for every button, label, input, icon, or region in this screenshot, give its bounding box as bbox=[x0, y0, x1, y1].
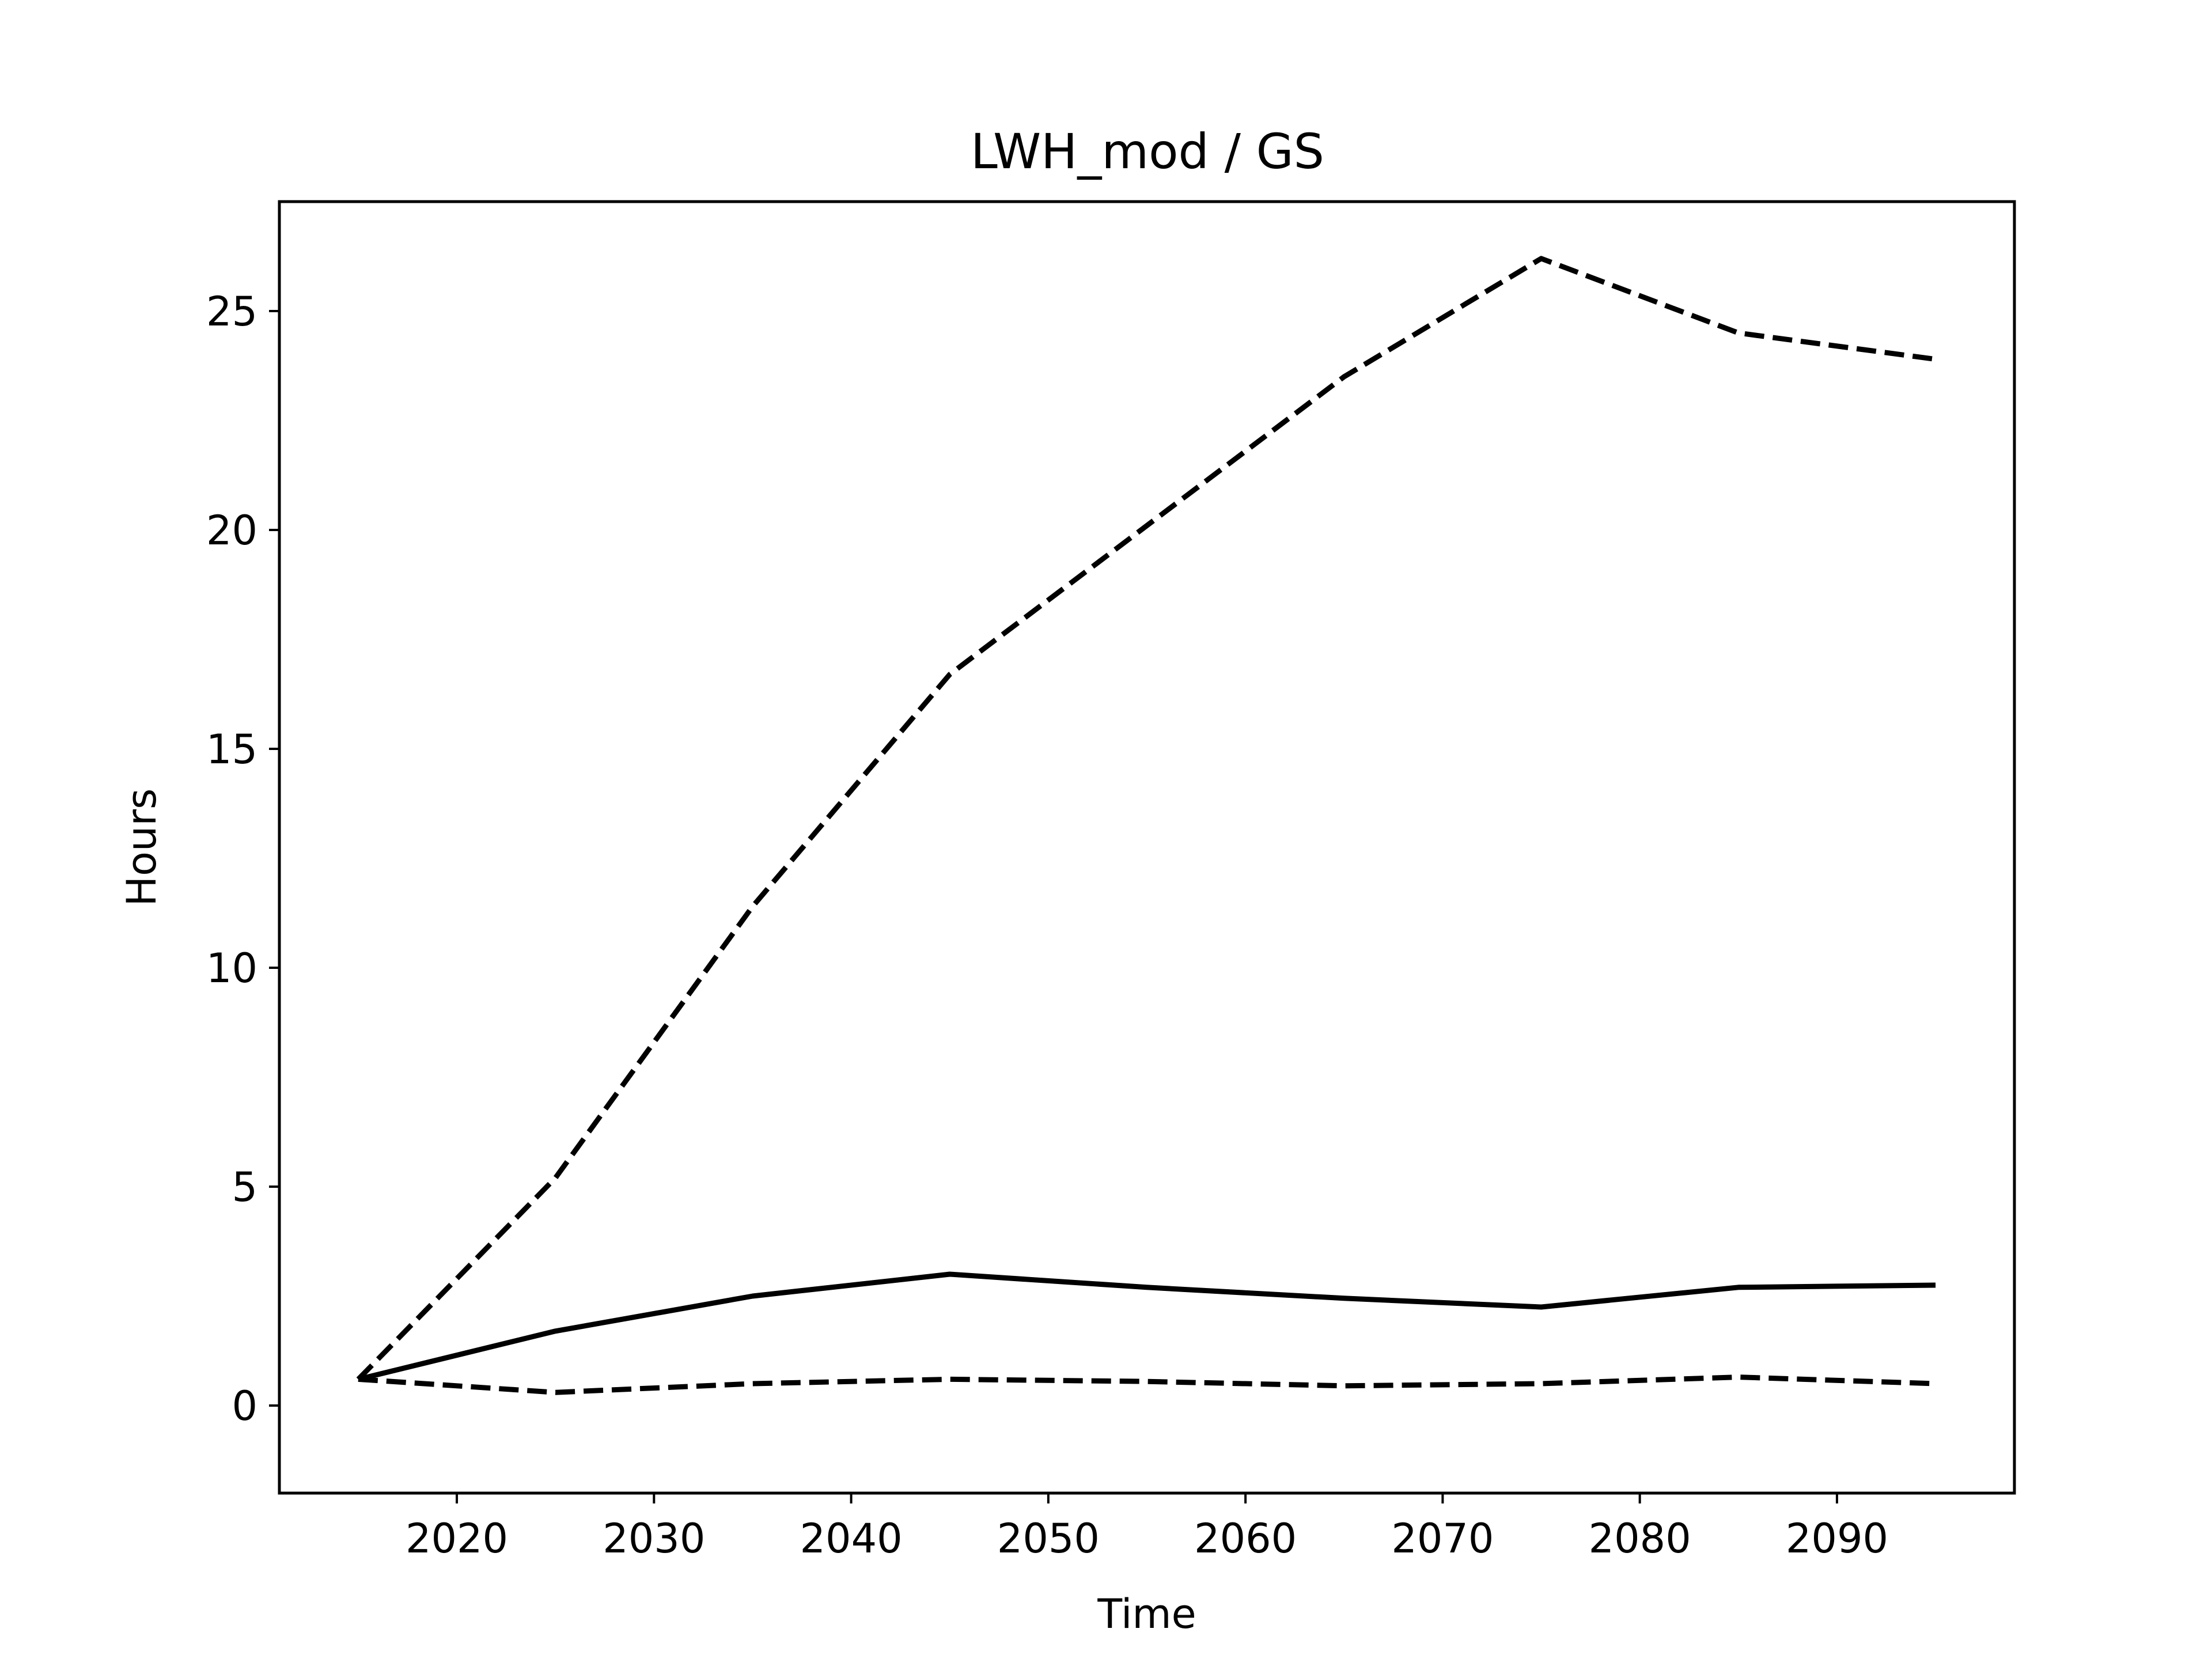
x-tick-label: 2080 bbox=[1589, 1515, 1691, 1562]
x-tick-label: 2040 bbox=[800, 1515, 903, 1562]
x-tick-label: 2050 bbox=[997, 1515, 1100, 1562]
y-axis-label: Hours bbox=[118, 788, 165, 906]
x-tick-label: 2020 bbox=[406, 1515, 508, 1562]
y-tick-label: 25 bbox=[206, 288, 257, 335]
y-tick-label: 15 bbox=[206, 726, 257, 773]
series-layer bbox=[356, 256, 1936, 1395]
plot-frame bbox=[278, 200, 2016, 1495]
chart-title: LWH_mod / GS bbox=[971, 123, 1324, 180]
x-tick-label: 2060 bbox=[1194, 1515, 1297, 1562]
x-tick-label: 2030 bbox=[603, 1515, 705, 1562]
x-tick-label: 2090 bbox=[1786, 1515, 1888, 1562]
x-tick-label: 2070 bbox=[1391, 1515, 1494, 1562]
y-tick-label: 10 bbox=[206, 945, 257, 992]
y-tick-label: 20 bbox=[206, 507, 257, 554]
series-line-1 bbox=[357, 1271, 1936, 1382]
y-tick-label: 0 bbox=[232, 1382, 257, 1430]
axes-layer: 2020 2030 2040 2050 2060 2070 2080 2090 0 5 10 15 20… bbox=[206, 288, 1888, 1562]
x-axis-label: Time bbox=[1097, 1590, 1196, 1638]
y-tick-label: 5 bbox=[232, 1164, 257, 1211]
series-line-2 bbox=[356, 256, 1936, 1381]
series-line-3 bbox=[358, 1374, 1936, 1395]
